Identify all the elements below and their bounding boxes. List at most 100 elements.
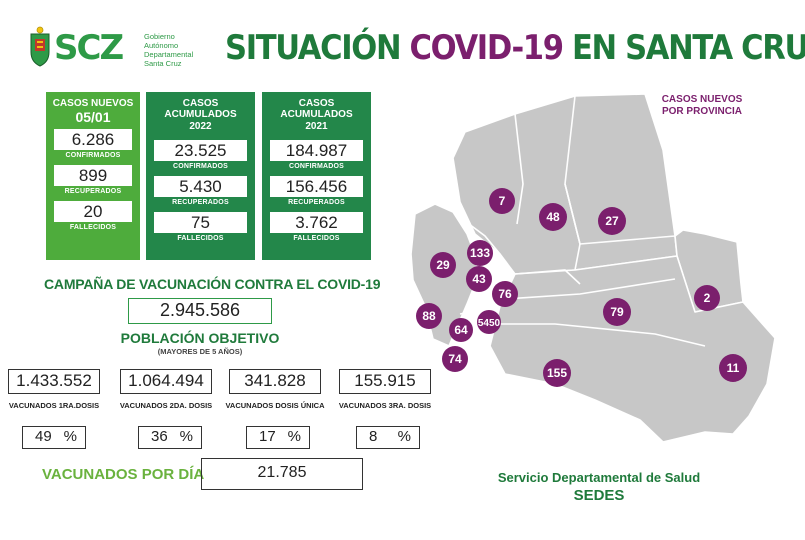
acc2021-confirmed-value: 184.987 (270, 140, 363, 161)
province-marker-circle (603, 298, 631, 326)
page-title: SITUACIÓN COVID-19 EN SANTA CRUZ (225, 26, 805, 70)
province-marker-circle (694, 285, 720, 311)
province-marker-circle (416, 303, 442, 329)
acc2022-deaths-value: 75 (154, 212, 247, 233)
dose1-label: VACUNADOS 1RA.DOSIS (8, 401, 100, 410)
daily-deaths-value: 20 (54, 201, 132, 222)
province-border (514, 269, 581, 285)
province-marker: 79 (603, 298, 631, 326)
province-marker: 43 (466, 266, 492, 292)
province-marker: 11 (719, 354, 747, 382)
province-marker: 74 (442, 346, 468, 372)
dose1-value: 1.433.552 (8, 369, 100, 394)
dose2-label: VACUNADOS 2DA. DOSIS (119, 401, 213, 410)
province-marker-label: 5450 (478, 318, 501, 329)
province-marker-label: 155 (547, 366, 567, 380)
title-part-2: COVID-19 (409, 28, 565, 68)
acc2021-deaths-label: FALLECIDOS (293, 235, 340, 242)
province-marker: 48 (539, 203, 567, 231)
province-marker-circle (539, 203, 567, 231)
province-marker-circle (442, 346, 468, 372)
acc2021-confirmed-label: CONFIRMADOS (288, 163, 345, 170)
dose3-label: VACUNADOS 3RA. DOSIS (338, 401, 432, 410)
province-marker-circle (543, 359, 571, 387)
dose3-percent: 8% (356, 426, 420, 449)
daily-deaths-label: FALLECIDOS (69, 224, 117, 231)
acc2021-recovered-value: 156.456 (270, 176, 363, 197)
province-marker: 29 (430, 252, 456, 278)
province-marker-label: 133 (470, 246, 490, 260)
province-marker: 64 (449, 318, 473, 342)
province-marker-circle (477, 310, 501, 334)
target-population-value: 2.945.586 (128, 298, 272, 324)
footer-sedes: SEDES (573, 487, 625, 504)
scz-logo: SCZ Gobierno Autónomo Departamental Sant… (28, 26, 198, 72)
province-marker-circle (719, 354, 747, 382)
acc2022-deaths-label: FALLECIDOS (177, 235, 224, 242)
province-marker-circle (492, 281, 518, 307)
province-marker-label: 48 (546, 210, 560, 224)
province-border (514, 113, 524, 225)
province-border (452, 211, 501, 255)
acc2022-confirmed-label: CONFIRMADOS (172, 163, 229, 170)
province-marker: 133 (467, 240, 493, 266)
province-marker: 2 (694, 285, 720, 311)
map-title: CASOS NUEVOS POR PROVINCIA (661, 94, 743, 117)
daily-cases-panel: CASOS NUEVOS 05/01 6.286 CONFIRMADOS 899… (46, 92, 140, 260)
daily-recovered-label: RECUPERADOS (64, 188, 122, 195)
acc2022-recovered-value: 5.430 (154, 176, 247, 197)
province-marker-circle (430, 252, 456, 278)
acc2021-header: CASOS ACUMULADOS (280, 98, 353, 120)
daily-date: 05/01 (75, 109, 111, 125)
province-border (504, 278, 676, 300)
province-marker: 27 (598, 207, 626, 235)
province-marker-label: 43 (472, 272, 486, 286)
province-border (459, 305, 501, 315)
dose2-percent: 36% (138, 426, 202, 449)
target-population-label: POBLACIÓN OBJETIVO (120, 330, 280, 346)
vaccinated-per-day-value: 21.785 (201, 458, 363, 490)
province-marker-label: 7 (499, 194, 506, 208)
province-marker-circle (598, 207, 626, 235)
province-marker-label: 29 (436, 258, 450, 272)
acc2021-recovered-label: RECUPERADOS (288, 199, 345, 206)
vaccinated-per-day-label: VACUNADOS POR DÍA (42, 466, 205, 483)
province-marker-label: 64 (454, 323, 468, 337)
province-marker: 5450 (477, 310, 501, 334)
logo-government-text: Gobierno Autónomo Departamental Santa Cr… (144, 32, 194, 68)
province-marker-circle (467, 240, 493, 266)
logo-mark: SCZ (54, 28, 124, 68)
vaccination-campaign-title: CAMPAÑA DE VACUNACIÓN CONTRA EL COVID-19 (44, 276, 381, 292)
province-marker: 155 (543, 359, 571, 387)
province-marker: 7 (489, 188, 515, 214)
acc2022-confirmed-value: 23.525 (154, 140, 247, 161)
accumulated-2022-panel: CASOS ACUMULADOS 2022 23.525 CONFIRMADOS… (146, 92, 255, 260)
province-map: 7 48 27 133 29 43 76 88 5450 64 79 2 74 155 11 (410, 93, 776, 443)
title-part-3: EN SANTA CRUZ (571, 28, 805, 68)
daily-recovered-value: 899 (54, 165, 132, 186)
province-marker-circle (449, 318, 473, 342)
acc2021-year: 2021 (305, 121, 328, 132)
province-marker-label: 79 (610, 305, 624, 319)
province-marker: 76 (492, 281, 518, 307)
province-marker-circle (466, 266, 492, 292)
province-marker-circle (489, 188, 515, 214)
dose-single-label: VACUNADOS DOSIS ÚNICA (225, 401, 325, 410)
province-marker-label: 88 (422, 309, 436, 323)
acc2022-recovered-label: RECUPERADOS (172, 199, 229, 206)
footer-service-name: Servicio Departamental de Salud (497, 470, 701, 485)
daily-header: CASOS NUEVOS (52, 98, 134, 109)
province-marker: 88 (416, 303, 442, 329)
province-marker-label: 11 (727, 361, 740, 375)
dose-single-value: 341.828 (229, 369, 321, 394)
daily-confirmed-value: 6.286 (54, 129, 132, 150)
acc2021-deaths-value: 3.762 (270, 212, 363, 233)
province-border (564, 183, 581, 271)
dose1-percent: 49% (22, 426, 86, 449)
province-marker-label: 76 (498, 287, 512, 301)
province-marker-label: 74 (448, 352, 462, 366)
dose2-value: 1.064.494 (120, 369, 212, 394)
province-marker-label: 27 (605, 214, 619, 228)
dose3-value: 155.915 (339, 369, 431, 394)
dose-single-percent: 17% (246, 426, 310, 449)
